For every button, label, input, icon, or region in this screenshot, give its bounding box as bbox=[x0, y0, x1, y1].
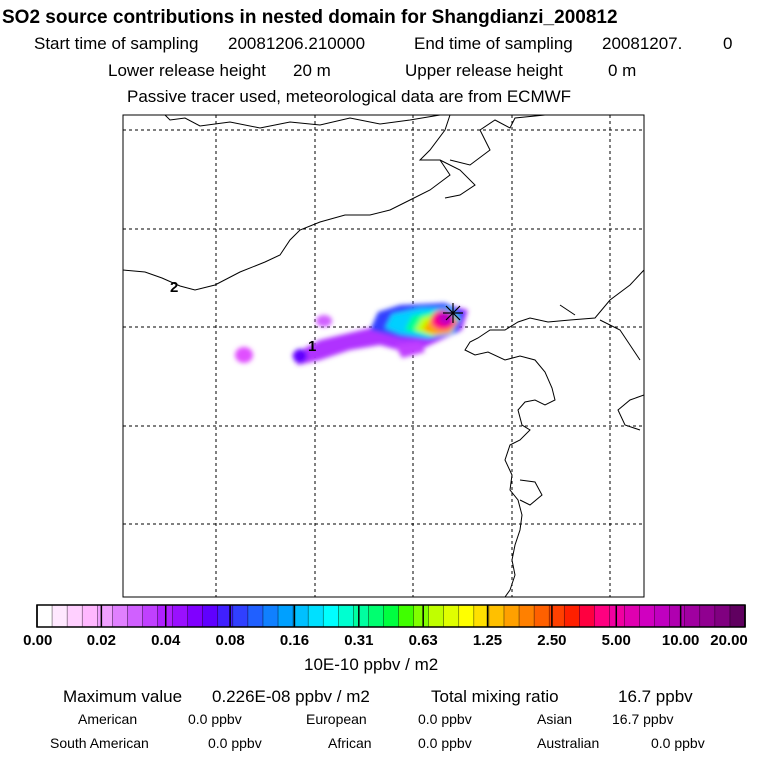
contour-label-2: 2 bbox=[170, 279, 178, 296]
colorbar-major-ticks bbox=[36, 605, 746, 627]
max-value: 0.226E-08 ppbv / m2 bbox=[212, 687, 370, 706]
colorbar-cell bbox=[594, 605, 611, 627]
colorbar-cell bbox=[398, 605, 415, 627]
colorbar-cell bbox=[187, 605, 204, 627]
map-title: SO2 source contributions in nested domai… bbox=[2, 7, 618, 28]
region-asian-label: Asian bbox=[537, 711, 573, 727]
colorbar-cell bbox=[202, 605, 219, 627]
colorbar-cell bbox=[473, 605, 490, 627]
colorbar-cell bbox=[428, 605, 445, 627]
colorbar-cell bbox=[609, 605, 626, 627]
colorbar-cell bbox=[262, 605, 279, 627]
colorbar-cell bbox=[549, 605, 565, 627]
receptor-star-icon bbox=[443, 303, 463, 323]
concentration-plume bbox=[235, 303, 468, 365]
colorbar-cell bbox=[684, 605, 701, 627]
colorbar-cell bbox=[37, 605, 53, 627]
colorbar-cell bbox=[579, 605, 595, 627]
colorbar-cell bbox=[232, 605, 249, 627]
total-mixing-value: 16.7 ppbv bbox=[618, 687, 693, 706]
colorbar-tick-label: 1.25 bbox=[472, 632, 503, 649]
colorbar-cell bbox=[323, 605, 339, 627]
colorbar-cell bbox=[488, 605, 505, 627]
colorbar-cell bbox=[458, 605, 475, 627]
lower-height-value: 20 m bbox=[293, 61, 331, 80]
region-south-american-label: South American bbox=[50, 735, 149, 751]
end-time-extra: 0 bbox=[723, 34, 733, 53]
colorbar-cell bbox=[383, 605, 400, 627]
colorbar-cell bbox=[142, 605, 159, 627]
colorbar-cell bbox=[127, 605, 144, 627]
colorbar-cell bbox=[293, 605, 309, 627]
upper-height-value: 0 m bbox=[608, 61, 637, 80]
colorbar-cell bbox=[67, 605, 83, 627]
colorbar-cell bbox=[519, 605, 535, 627]
map-frame bbox=[122, 114, 645, 598]
colorbar-cell bbox=[413, 605, 430, 627]
colorbar-cell bbox=[52, 605, 68, 627]
colorbar-cell bbox=[112, 605, 128, 627]
colorbar-tick-label: 10.00 bbox=[661, 632, 700, 649]
region-european-value: 0.0 ppbv bbox=[418, 711, 472, 727]
colorbar-cell bbox=[172, 605, 189, 627]
map-gridlines bbox=[123, 115, 644, 597]
colorbar-tick-label: 0.63 bbox=[408, 632, 438, 649]
colorbar-cell bbox=[669, 605, 686, 627]
region-australian-label: Australian bbox=[537, 735, 600, 751]
colorbar-cell bbox=[564, 605, 580, 627]
lower-height-label: Lower release height bbox=[108, 61, 266, 80]
colorbar-cells bbox=[36, 605, 746, 627]
colorbar-cell bbox=[338, 605, 354, 627]
colorbar-tick-label: 2.50 bbox=[537, 632, 567, 649]
colorbar-tick-label: 0.08 bbox=[215, 632, 245, 649]
start-time-value: 20081206.210000 bbox=[228, 34, 366, 53]
end-time-value: 20081207. bbox=[602, 34, 683, 53]
colorbar-cell bbox=[503, 605, 520, 627]
colorbar-tick-label: 0.16 bbox=[279, 632, 310, 649]
colorbar-cell bbox=[278, 605, 294, 627]
colorbar-cell bbox=[714, 605, 731, 627]
colorbar-cell bbox=[368, 605, 385, 627]
region-african-value: 0.0 ppbv bbox=[418, 735, 472, 751]
region-african-label: African bbox=[328, 735, 372, 751]
colorbar-cell bbox=[729, 605, 746, 627]
colorbar-tick-label: 5.00 bbox=[601, 632, 631, 649]
total-mixing-label: Total mixing ratio bbox=[431, 687, 559, 706]
tracer-note: Passive tracer used, meteorological data… bbox=[127, 87, 572, 106]
upper-height-label: Upper release height bbox=[405, 61, 563, 80]
contour-label-1: 1 bbox=[308, 338, 316, 355]
colorbar-tick-label: 0.00 bbox=[23, 632, 53, 649]
colorbar-tick-label: 0.04 bbox=[151, 632, 181, 649]
region-south-american-value: 0.0 ppbv bbox=[208, 735, 262, 751]
colorbar-cell bbox=[624, 605, 641, 627]
boundary-lines bbox=[123, 115, 644, 597]
region-asian-value: 16.7 ppbv bbox=[612, 711, 674, 727]
colorbar-cell bbox=[82, 605, 98, 627]
colorbar-cell bbox=[699, 605, 716, 627]
region-american-label: American bbox=[78, 711, 138, 727]
colorbar-cell bbox=[217, 605, 234, 627]
max-value-label: Maximum value bbox=[63, 687, 183, 706]
colorbar-cell bbox=[97, 605, 113, 627]
colorbar-cell bbox=[534, 605, 550, 627]
region-australian-value: 0.0 ppbv bbox=[651, 735, 705, 751]
colorbar-cell bbox=[443, 605, 460, 627]
colorbar-unit: 10E-10 ppbv / m2 bbox=[304, 655, 439, 674]
region-european-label: European bbox=[306, 711, 367, 727]
colorbar-tick-label: 0.31 bbox=[344, 632, 374, 649]
colorbar-cell bbox=[308, 605, 324, 627]
colorbar-tick-label: 0.02 bbox=[86, 632, 116, 649]
colorbar-cell bbox=[654, 605, 671, 627]
colorbar-tick-label: 20.00 bbox=[710, 632, 748, 649]
region-american-value: 0.0 ppbv bbox=[188, 711, 242, 727]
colorbar-cell bbox=[639, 605, 656, 627]
end-time-label: End time of sampling bbox=[414, 34, 573, 53]
colorbar-cell bbox=[247, 605, 264, 627]
start-time-label: Start time of sampling bbox=[34, 34, 199, 53]
colorbar-cell bbox=[353, 605, 369, 627]
